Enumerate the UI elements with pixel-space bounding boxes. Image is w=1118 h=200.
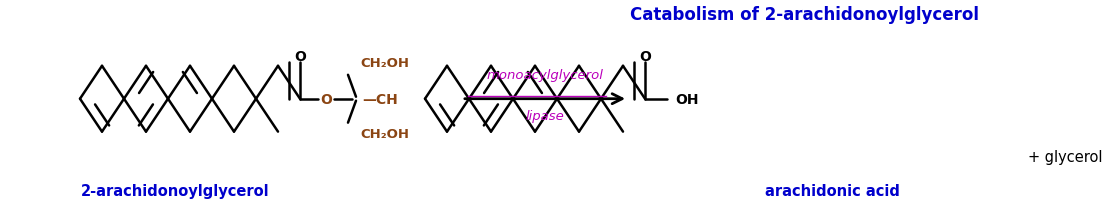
Text: CH₂OH: CH₂OH [360,57,409,70]
Text: OH: OH [675,92,699,106]
Text: CH₂OH: CH₂OH [360,127,409,140]
Text: + glycerol: + glycerol [1027,149,1102,164]
Text: O: O [639,50,651,64]
Text: lipase: lipase [525,110,565,123]
Text: O: O [294,50,306,64]
Text: arachidonic acid: arachidonic acid [765,183,900,198]
Text: monoacylglycerol: monoacylglycerol [486,69,604,82]
Text: O: O [320,92,332,106]
Text: Catabolism of 2-arachidonoylglycerol: Catabolism of 2-arachidonoylglycerol [631,6,979,24]
Text: —CH: —CH [362,92,398,106]
Text: 2-arachidonoylglycerol: 2-arachidonoylglycerol [80,183,269,198]
